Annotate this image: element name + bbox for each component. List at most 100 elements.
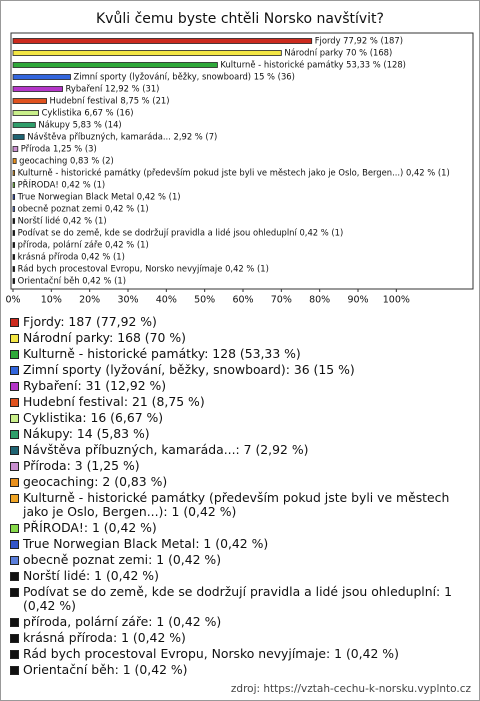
legend-label: Podívat se do země, kde se dodržují prav… [23,584,453,613]
legend: Fjordy: 187 (77,92 %) Národní parky: 168 … [9,315,471,679]
legend-item: obecně poznat zemi: 1 (0,42 %) [9,553,471,567]
legend-item: Norští lidé: 1 (0,42 %) [9,569,471,583]
legend-label: Národní parky: 168 (70 %) [23,330,186,345]
bar [12,194,16,200]
data-label: Rád bych procestoval Evropu, Norsko nevy… [18,264,269,274]
legend-label: Fjordy: 187 (77,92 %) [23,314,157,329]
legend-item: Cyklistika: 16 (6,67 %) [9,411,471,425]
bar [12,266,16,272]
legend-swatch [10,446,19,455]
legend-swatch [10,366,19,375]
x-tick-label: 50% [194,295,215,306]
data-label: Orientační běh 0,42 % (1) [18,276,126,286]
x-tick-label: 20% [79,295,100,306]
legend-label: Kulturně - historické památky (především… [23,490,450,519]
legend-swatch [10,524,19,533]
bar [12,218,16,224]
legend-label: krásná příroda: 1 (0,42 %) [23,630,186,645]
legend-item: Kulturně - historické památky (především… [9,491,471,519]
data-label: Příroda 1,25 % (3) [21,144,97,154]
legend-swatch [10,650,19,659]
plot-frame [10,32,474,290]
bar [12,254,16,260]
legend-swatch [10,666,19,675]
x-tick-label: 60% [232,295,253,306]
legend-label: Norští lidé: 1 (0,42 %) [23,568,159,583]
legend-label: Orientační běh: 1 (0,42 %) [23,662,188,677]
bar [12,62,218,68]
legend-item: Příroda: 3 (1,25 %) [9,459,471,473]
legend-item: PŘÍRODA!: 1 (0,42 %) [9,521,471,535]
legend-label: Návštěva příbuzných, kamaráda...: 7 (2,9… [23,442,309,457]
bar [12,98,47,104]
legend-swatch [10,572,19,581]
chart: Kvůli čemu byste chtěli Norsko navštívit… [5,11,474,306]
x-tick-label: 90% [347,295,368,306]
legend-label: Kulturně - historické památky: 128 (53,3… [23,346,301,361]
legend-item: Návštěva příbuzných, kamaráda...: 7 (2,9… [9,443,471,457]
legend-swatch [10,382,19,391]
bar [12,206,16,212]
legend-item: Národní parky: 168 (70 %) [9,331,471,345]
data-label: Národní parky 70 % (168) [284,48,392,58]
data-label: Cyklistika 6,67 % (16) [42,108,134,118]
data-label: Návštěva příbuzných, kamaráda... 2,92 % … [27,132,217,142]
legend-item: geocaching: 2 (0,83 %) [9,475,471,489]
legend-label: Zimní sporty (lyžování, běžky, snowboard… [23,362,355,377]
legend-label: Nákupy: 14 (5,83 %) [23,426,150,441]
legend-swatch [10,350,19,359]
legend-item: Podívat se do země, kde se dodržují prav… [9,585,471,613]
data-label: příroda, polární záře 0,42 % (1) [18,240,149,250]
legend-item: krásná příroda: 1 (0,42 %) [9,631,471,645]
data-label: Rybaření 12,92 % (31) [66,84,160,94]
legend-item: Fjordy: 187 (77,92 %) [9,315,471,329]
legend-label: geocaching: 2 (0,83 %) [23,474,168,489]
data-label: Nákupy 5,83 % (14) [38,120,121,130]
data-label: Kulturně - historické památky 53,33 % (1… [220,60,406,70]
x-tick-label: 0% [5,295,20,306]
data-label: Hudební festival 8,75 % (21) [50,96,170,106]
legend-item: Kulturně - historické památky: 128 (53,3… [9,347,471,361]
legend-item: Rád bych procestoval Evropu, Norsko nevy… [9,647,471,661]
data-label: PŘÍRODA! 0,42 % (1) [18,179,106,190]
data-label: Podívat se do země, kde se dodržují prav… [18,228,344,238]
data-label: krásná příroda 0,42 % (1) [18,252,125,262]
legend-swatch [10,494,19,503]
legend-label: obecně poznat zemi: 1 (0,42 %) [23,552,222,567]
bar [12,110,39,116]
data-label: obecně poznat zemi 0,42 % (1) [18,204,149,214]
x-tick-label: 70% [271,295,292,306]
bar [12,86,63,92]
x-tick-label: 40% [156,295,177,306]
x-tick-label: 100% [383,295,410,306]
legend-item: Orientační běh: 1 (0,42 %) [9,663,471,677]
legend-swatch [10,556,19,565]
bar [12,242,16,248]
legend-item: Rybaření: 31 (12,92 %) [9,379,471,393]
legend-swatch [10,634,19,643]
bar [12,50,282,56]
legend-label: Příroda: 3 (1,25 %) [23,458,140,473]
legend-label: Hudební festival: 21 (8,75 %) [23,394,205,409]
legend-swatch [10,478,19,487]
bar [12,170,16,176]
legend-label: True Norwegian Black Metal: 1 (0,42 %) [23,536,269,551]
bar [12,146,19,152]
bar [12,38,313,44]
legend-label: Rybaření: 31 (12,92 %) [23,378,167,393]
bar [12,134,25,140]
bar [12,182,16,188]
legend-swatch [10,462,19,471]
data-label: Kulturně - historické památky (především… [18,168,450,178]
legend-swatch [10,318,19,327]
legend-swatch [10,618,19,627]
legend-label: PŘÍRODA!: 1 (0,42 %) [23,520,157,535]
data-label: Fjordy 77,92 % (187) [315,36,403,46]
legend-label: Cyklistika: 16 (6,67 %) [23,410,164,425]
x-tick-label: 30% [117,295,138,306]
x-tick-label: 10% [41,295,62,306]
x-tick-label: 80% [309,295,330,306]
legend-item: Nákupy: 14 (5,83 %) [9,427,471,441]
legend-label: Rád bych procestoval Evropu, Norsko nevy… [23,646,399,661]
